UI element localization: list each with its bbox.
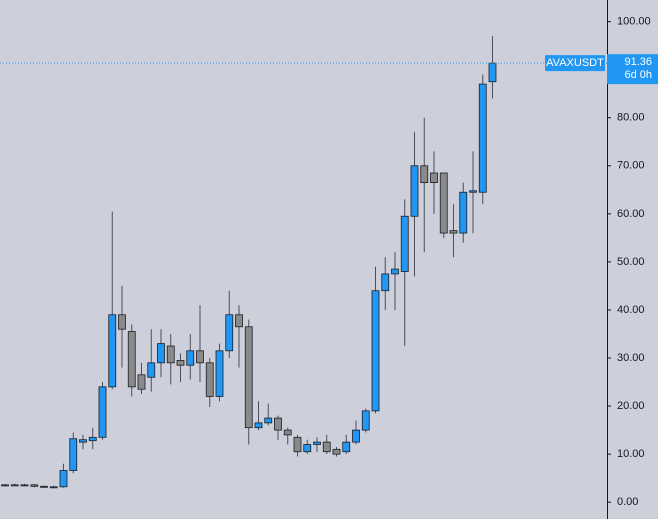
y-tick-label: 70.00 [617,160,645,172]
candle-body [205,362,214,397]
candle-body [1,484,9,487]
candle-body [20,484,29,487]
candle-body [303,444,312,453]
candle-body [283,429,292,436]
candle-body [439,172,448,234]
candle-body [98,386,107,438]
y-tick-label: 10.00 [617,448,645,460]
candle-body [118,314,126,330]
candle-body [186,350,195,366]
symbol-label-bg [545,55,605,72]
y-tick-label: 80.00 [617,112,645,124]
candle-body [30,484,39,487]
candle-body [391,268,399,275]
candle-body [40,485,48,488]
candle-body [166,345,175,364]
y-tick-label: 50.00 [617,256,645,268]
y-tick-label: 30.00 [617,352,645,364]
candle-body [69,438,78,471]
candle-body [410,165,419,217]
candle-body [79,439,87,443]
countdown-label: 6d 0h [624,69,652,81]
candle-body [108,314,117,388]
candle-body [254,422,263,429]
candle-body [49,486,58,489]
candle-body [196,350,204,364]
candle-body [225,314,234,352]
symbol-label: AVAXUSDT [546,57,604,69]
candle-body [10,484,19,487]
y-tick-label: 0.00 [617,496,638,508]
candle-body [469,190,477,193]
candle-body [449,230,458,234]
candle-body [342,441,351,453]
candle-body [88,436,97,442]
candle-body [313,441,321,445]
candle-body [264,417,273,424]
candle-body [361,410,370,431]
price-label: 91.36 [624,56,652,68]
candle-body [488,62,497,83]
candle-body [59,470,68,488]
y-tick-label: 100.00 [617,16,651,28]
candle-body [459,191,468,234]
y-tick-label: 40.00 [617,304,645,316]
candle-body [176,360,185,366]
candle-body [478,83,487,193]
candle-body [137,374,146,390]
candle-body [430,172,438,184]
candle-body [400,215,409,272]
candle-body [274,417,282,431]
candle-body [322,441,331,453]
candle-body [127,331,136,388]
candle-body [244,326,253,429]
candle-body [381,273,390,292]
candle-body [420,165,429,184]
candle-body [352,429,360,443]
price-label-bg [607,54,658,85]
y-tick-label: 60.00 [617,208,645,220]
candle-body [371,290,380,412]
y-tick-label: 20.00 [617,400,645,412]
candle-body [157,343,165,364]
candle-body [332,448,341,455]
candle-body [235,314,243,328]
candle-body [293,436,302,453]
candle-body [147,362,156,378]
candle-body [215,350,224,397]
